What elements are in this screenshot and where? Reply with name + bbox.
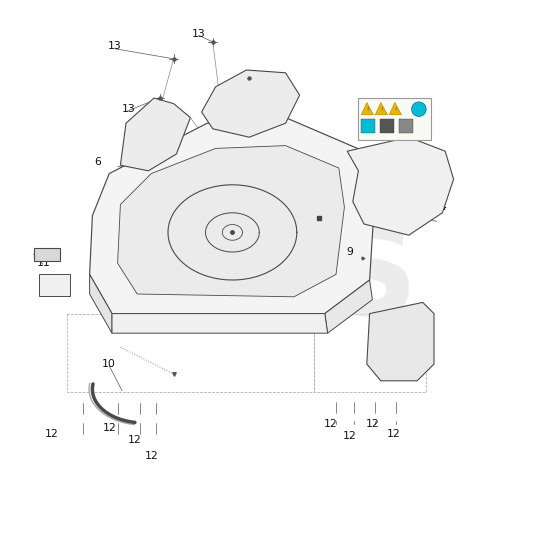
Bar	[361, 119, 375, 133]
Text: 13: 13	[122, 104, 136, 114]
Text: 13: 13	[108, 41, 122, 51]
Text: 12: 12	[128, 435, 141, 445]
Polygon shape	[90, 118, 375, 314]
Circle shape	[412, 102, 426, 116]
Text: 12: 12	[387, 429, 400, 439]
Text: 12: 12	[343, 431, 357, 441]
Text: 12: 12	[45, 429, 58, 439]
Bar	[34, 248, 60, 261]
Text: 10: 10	[102, 359, 116, 369]
Polygon shape	[118, 146, 344, 297]
Text: 11: 11	[37, 258, 50, 268]
Text: !: !	[394, 108, 396, 112]
Bar	[358, 98, 431, 140]
Text: 12: 12	[144, 451, 158, 461]
Polygon shape	[361, 102, 374, 115]
Text: 4: 4	[439, 202, 446, 212]
Bar	[39, 274, 70, 296]
Text: GES: GES	[141, 220, 419, 340]
Text: 5: 5	[310, 219, 317, 229]
Polygon shape	[325, 280, 372, 333]
Polygon shape	[347, 137, 454, 235]
Text: 9: 9	[347, 247, 353, 257]
Text: 13: 13	[234, 85, 248, 95]
Text: 8: 8	[389, 311, 395, 321]
Text: 12: 12	[366, 419, 379, 430]
Text: 12: 12	[102, 423, 116, 433]
Polygon shape	[112, 314, 328, 333]
Text: 1: 1	[53, 286, 59, 296]
Bar	[399, 119, 413, 133]
Polygon shape	[375, 102, 388, 115]
Text: !: !	[366, 108, 368, 112]
Polygon shape	[202, 70, 300, 137]
Polygon shape	[90, 274, 112, 333]
Text: 2: 2	[383, 129, 390, 139]
Polygon shape	[367, 302, 434, 381]
Polygon shape	[389, 102, 402, 115]
Text: 7: 7	[159, 239, 166, 249]
Text: 12: 12	[324, 419, 337, 430]
Text: 6: 6	[95, 157, 101, 167]
Text: 13: 13	[192, 29, 206, 39]
Polygon shape	[120, 98, 190, 171]
Bar	[380, 119, 394, 133]
Text: !: !	[380, 108, 382, 112]
